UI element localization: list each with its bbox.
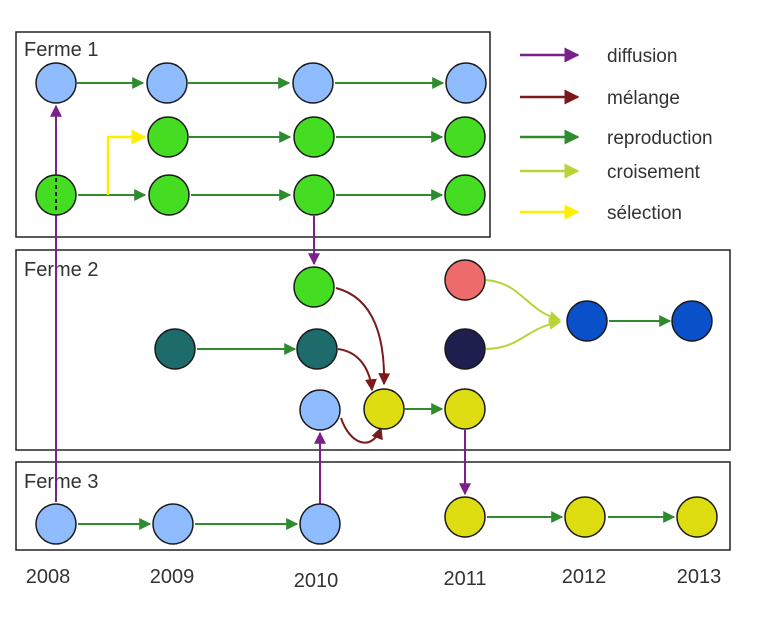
year-label: 2011 <box>443 568 486 590</box>
farm-2-box: Ferme 2 <box>15 249 731 451</box>
node-green <box>293 266 335 308</box>
farm-2-label: Ferme 2 <box>24 259 98 281</box>
node-light-blue <box>299 389 341 431</box>
node-green <box>444 116 486 158</box>
legend-label: sélection <box>607 203 682 224</box>
node-light-blue <box>292 62 334 104</box>
node-light-blue <box>35 503 77 545</box>
node-yellow <box>444 388 486 430</box>
legend-label: diffusion <box>607 46 677 67</box>
node-navy <box>444 328 486 370</box>
farm-1-label: Ferme 1 <box>24 39 98 61</box>
node-light-blue <box>146 62 188 104</box>
node-green <box>293 116 335 158</box>
legend: diffusion mélange reproduction croisemen… <box>520 46 713 224</box>
node-light-blue <box>152 503 194 545</box>
year-label: 2013 <box>677 566 722 588</box>
node-yellow <box>444 496 486 538</box>
legend-label: mélange <box>607 88 680 109</box>
node-light-blue <box>445 62 487 104</box>
arrow-melange <box>337 348 377 392</box>
farm-3-label: Ferme 3 <box>24 471 98 493</box>
legend-item-melange: mélange <box>520 88 680 109</box>
node-green <box>147 116 189 158</box>
arrow-melange <box>340 417 383 444</box>
node-blue <box>671 300 713 342</box>
node-blue <box>566 300 608 342</box>
year-label: 2010 <box>294 570 339 592</box>
node-teal <box>296 328 338 370</box>
year-label: 2012 <box>562 566 607 588</box>
farm-1-box: Ferme 1 <box>15 31 491 238</box>
node-yellow <box>363 388 405 430</box>
node-salmon <box>444 259 486 301</box>
node-green <box>444 174 486 216</box>
year-label: 2008 <box>26 566 71 588</box>
node-light-blue <box>35 62 77 104</box>
legend-item-croisement: croisement <box>520 162 701 183</box>
legend-item-reproduction: reproduction <box>520 128 713 149</box>
legend-item-diffusion: diffusion <box>520 46 677 67</box>
node-green <box>293 174 335 216</box>
node-light-blue <box>299 503 341 545</box>
legend-item-selection: sélection <box>520 203 682 224</box>
node-yellow <box>676 496 718 538</box>
arrow-selection <box>106 129 147 195</box>
nodes <box>35 62 718 545</box>
node-teal <box>154 328 196 370</box>
node-green <box>148 174 190 216</box>
arrows <box>50 77 676 530</box>
year-axis: 2008 2009 2010 2011 2012 2013 <box>26 566 722 592</box>
legend-label: reproduction <box>607 128 713 149</box>
node-yellow <box>564 496 606 538</box>
arrow-croisement <box>485 279 562 323</box>
arrow-melange <box>335 287 391 386</box>
year-label: 2009 <box>150 566 195 588</box>
legend-label: croisement <box>607 162 701 183</box>
farm-3-box: Ferme 3 <box>15 461 731 551</box>
arrow-croisement <box>485 317 562 350</box>
